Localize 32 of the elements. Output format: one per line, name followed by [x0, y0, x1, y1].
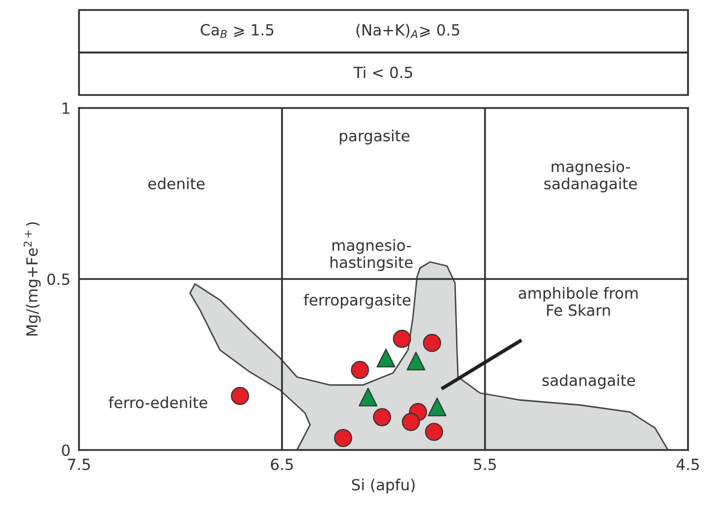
- annotation: ferropargasite: [304, 294, 410, 309]
- point: [350, 360, 370, 380]
- annotation: ferro-edenite: [108, 396, 208, 408]
- annotation: amphibole from Fe Skarn: [518, 286, 638, 316]
- text: (Na+K)$_{A}$⩾ 0.5: [356, 24, 460, 38]
- text: Ca$_{B}$ ⩾ 1.5: [200, 24, 274, 38]
- point: [406, 352, 426, 370]
- point: [230, 386, 250, 406]
- x-axis-title: Si (apfu): [352, 478, 415, 494]
- y-tick-label: 1: [62, 102, 70, 114]
- x-tick-label: 6.5: [270, 458, 293, 470]
- y-axis-title: Mg/(mg+Fe$^{2+}$): [24, 222, 41, 336]
- point: [358, 388, 378, 406]
- point: [373, 408, 392, 426]
- annotation: edenite: [148, 178, 205, 190]
- point: [402, 412, 420, 432]
- point: [422, 334, 442, 352]
- x-tick-label: 4.5: [676, 458, 699, 470]
- point: [428, 398, 446, 416]
- x-tick-label: 7.5: [68, 458, 90, 470]
- point: [334, 428, 352, 448]
- point: [376, 348, 396, 368]
- y-tick-label: 0: [62, 444, 70, 456]
- y-tick-label: 0.5: [47, 273, 70, 286]
- point: [424, 422, 444, 441]
- annotation: magnesio- sadanagaite: [544, 160, 637, 192]
- text: Ti < 0.5: [354, 66, 412, 78]
- annotation: sadanagaite: [542, 374, 635, 389]
- annotation: magnesio- hastingsite: [330, 239, 413, 272]
- point: [392, 330, 412, 348]
- x-tick-label: 5.5: [474, 458, 496, 470]
- annotation: pargasite: [340, 130, 410, 144]
